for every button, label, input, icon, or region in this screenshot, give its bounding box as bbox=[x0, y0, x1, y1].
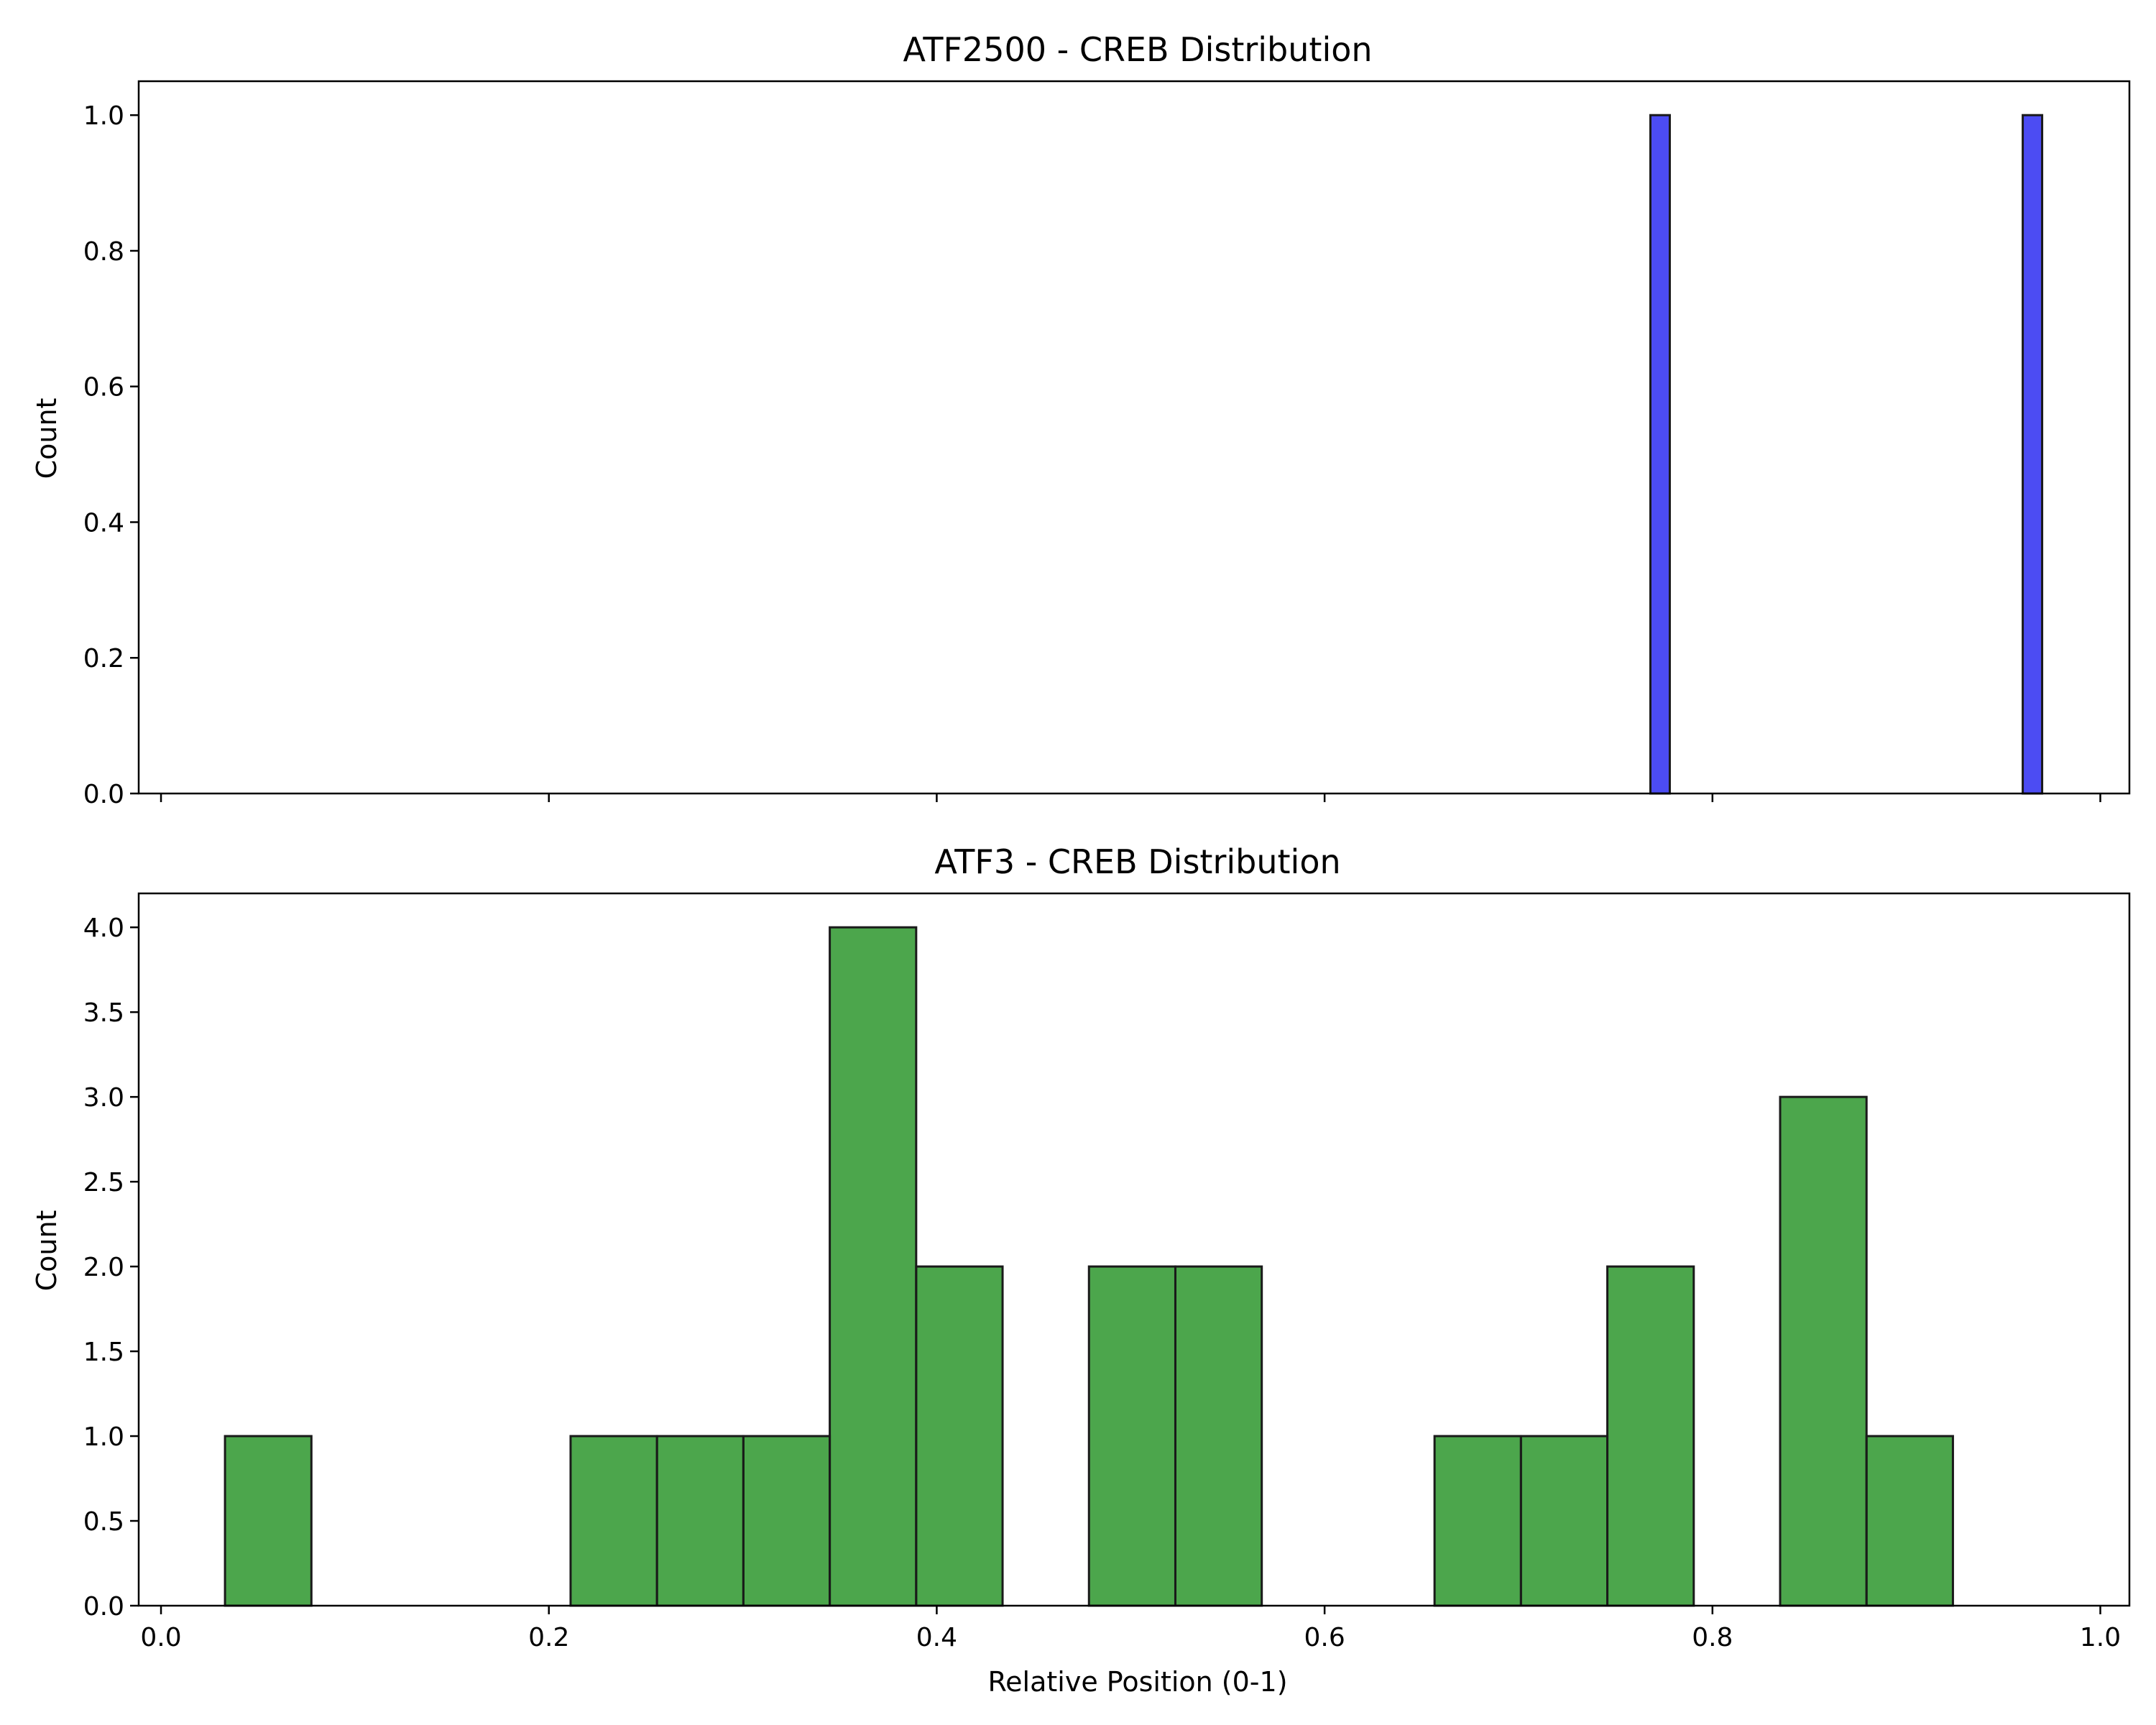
bottom-bar-19 bbox=[1865, 1435, 1954, 1607]
top-plot-frame bbox=[137, 80, 2131, 795]
bottom-bar-14 bbox=[1433, 1435, 1522, 1607]
bottom-x-tick-label-0: 0.0 bbox=[140, 1623, 181, 1652]
bottom-y-tick-label-1: 0.5 bbox=[83, 1507, 124, 1537]
bottom-y-tick-label-2: 1.0 bbox=[83, 1422, 124, 1452]
bottom-bar-7 bbox=[829, 926, 918, 1607]
top-histogram: ATF2500 - CREB Distribution Count 0.0 0.2… bbox=[31, 30, 2131, 809]
bottom-y-tick-label-8: 4.0 bbox=[83, 914, 124, 943]
bottom-y-tick-label-7: 3.5 bbox=[83, 998, 124, 1028]
bottom-x-tick-label-4: 0.8 bbox=[1692, 1623, 1733, 1652]
bottom-plot-frame bbox=[137, 892, 2131, 1607]
bottom-bar-15 bbox=[1519, 1435, 1609, 1607]
top-y-axis-label: Count bbox=[31, 398, 63, 479]
bottom-bar-18 bbox=[1779, 1095, 1868, 1607]
bottom-bar-16 bbox=[1606, 1265, 1695, 1607]
bottom-y-tick-label-3: 1.5 bbox=[83, 1338, 124, 1367]
bottom-bar-5 bbox=[655, 1435, 745, 1607]
top-y-tick-label-1: 0.2 bbox=[83, 644, 124, 673]
top-bar-0 bbox=[1649, 114, 1671, 795]
top-x-ticks bbox=[160, 794, 2101, 802]
bottom-chart-title: ATF3 - CREB Distribution bbox=[934, 842, 1340, 881]
top-y-tick-label-5: 1.0 bbox=[83, 101, 124, 131]
top-chart-title: ATF2500 - CREB Distribution bbox=[903, 30, 1372, 69]
bottom-bar-11 bbox=[1174, 1265, 1263, 1607]
bottom-x-ticks: 0.0 0.2 0.4 0.6 0.8 1.0 bbox=[140, 1606, 2121, 1652]
bottom-x-tick-label-1: 0.2 bbox=[528, 1623, 569, 1652]
bottom-bar-10 bbox=[1087, 1265, 1176, 1607]
bottom-y-tick-label-4: 2.0 bbox=[83, 1253, 124, 1282]
bottom-x-tick-label-2: 0.4 bbox=[916, 1623, 957, 1652]
bottom-x-tick-label-3: 0.6 bbox=[1304, 1623, 1345, 1652]
bottom-bar-8 bbox=[915, 1265, 1004, 1607]
bottom-y-axis-label: Count bbox=[31, 1210, 63, 1292]
bottom-y-tick-label-6: 3.0 bbox=[83, 1083, 124, 1113]
bottom-y-tick-label-0: 0.0 bbox=[83, 1592, 124, 1622]
top-y-tick-label-0: 0.0 bbox=[83, 780, 124, 809]
bottom-x-tick-label-5: 1.0 bbox=[2080, 1623, 2121, 1652]
top-y-tick-label-2: 0.4 bbox=[83, 508, 124, 538]
bottom-bar-0 bbox=[224, 1435, 313, 1607]
top-y-ticks: 0.0 0.2 0.4 0.6 0.8 1.0 bbox=[83, 101, 139, 809]
bottom-y-ticks: 0.0 0.5 1.0 1.5 2.0 2.5 3.0 3.5 4.0 bbox=[83, 914, 139, 1622]
bottom-bars bbox=[224, 926, 1954, 1607]
bottom-bar-6 bbox=[742, 1435, 831, 1607]
top-y-tick-label-4: 0.8 bbox=[83, 237, 124, 267]
bottom-histogram: ATF3 - CREB Distribution Count Relative … bbox=[31, 842, 2131, 1698]
bottom-bar-4 bbox=[569, 1435, 658, 1607]
bottom-y-tick-label-5: 2.5 bbox=[83, 1168, 124, 1197]
top-y-tick-label-3: 0.6 bbox=[83, 373, 124, 402]
bottom-x-axis-label: Relative Position (0-1) bbox=[987, 1666, 1287, 1698]
top-bar-2 bbox=[2022, 114, 2044, 795]
